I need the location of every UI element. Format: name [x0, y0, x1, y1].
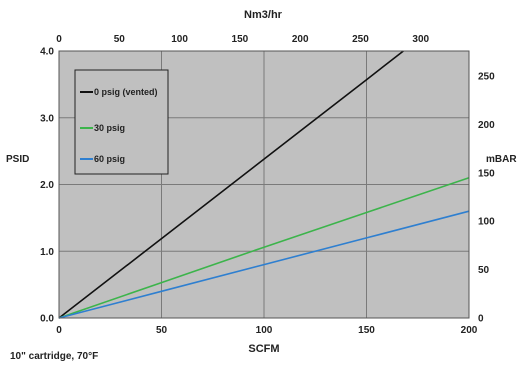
right-axis-label: mBAR	[486, 154, 517, 165]
series-line-0	[58, 50, 404, 319]
x2-tick-label: 0	[56, 34, 62, 45]
y2-tick-label: 50	[478, 265, 490, 276]
x-tick-label: 50	[156, 325, 168, 336]
y2-tick-label: 0	[478, 314, 484, 325]
bottom-axis-label: SCFM	[248, 343, 279, 355]
legend-box	[74, 69, 169, 175]
y-tick-label: 2.0	[40, 180, 54, 191]
x-tick-label: 0	[56, 325, 62, 336]
y2-tick-label: 150	[478, 168, 495, 179]
x2-tick-label: 50	[114, 34, 126, 45]
y-tick-label: 3.0	[40, 113, 54, 124]
y-tick-label: 4.0	[40, 47, 54, 58]
top-axis-label: Nm3/hr	[244, 9, 283, 21]
series-line-1	[58, 177, 470, 319]
x-tick-label: 200	[461, 325, 478, 336]
legend-label-2: 60 psig	[94, 154, 125, 164]
x2-tick-label: 250	[352, 34, 369, 45]
series-line-2	[58, 210, 470, 319]
legend: 0 psig (vented) 30 psig 60 psig	[74, 69, 169, 175]
y2-tick-label: 200	[478, 120, 495, 131]
footnote: 10" cartridge, 70°F	[10, 351, 98, 362]
left-axis-label: PSID	[6, 154, 29, 165]
x2-tick-label: 150	[232, 34, 249, 45]
x2-tick-label: 300	[412, 34, 429, 45]
y-tick-label: 1.0	[40, 247, 54, 258]
legend-label-0: 0 psig (vented)	[94, 87, 158, 97]
x-tick-label: 150	[358, 325, 375, 336]
x2-tick-label: 200	[292, 34, 309, 45]
y2-tick-label: 100	[478, 217, 495, 228]
y2-tick-label: 250	[478, 71, 495, 82]
plot-border	[58, 50, 470, 319]
y-tick-label: 0.0	[40, 314, 54, 325]
legend-label-1: 30 psig	[94, 123, 125, 133]
x2-tick-label: 100	[171, 34, 188, 45]
x-tick-label: 100	[256, 325, 273, 336]
